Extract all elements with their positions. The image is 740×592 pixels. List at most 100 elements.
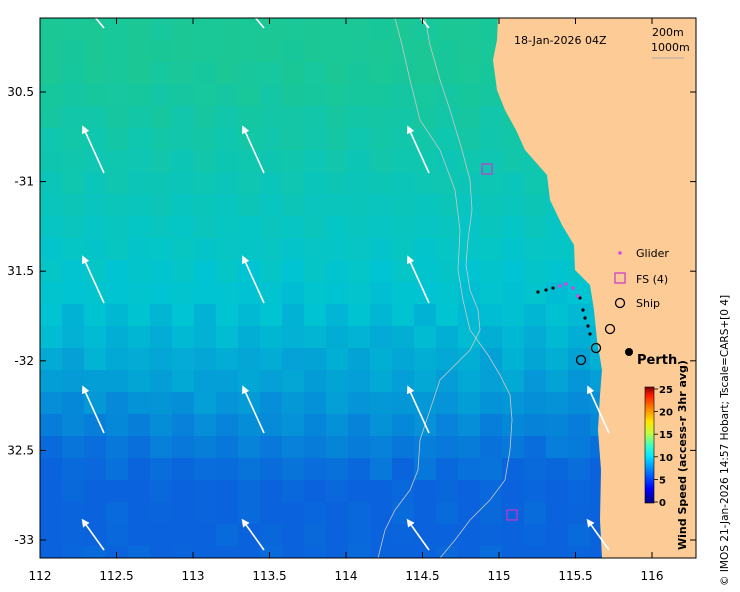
field-cell xyxy=(370,348,393,371)
field-cell xyxy=(282,216,305,239)
field-cell xyxy=(458,128,481,151)
field-cell xyxy=(282,414,305,437)
field-cell xyxy=(282,18,305,41)
field-cell xyxy=(568,524,591,547)
field-cell xyxy=(150,480,173,503)
field-cell xyxy=(392,546,415,558)
field-cell xyxy=(458,260,481,283)
field-cell xyxy=(282,458,305,481)
field-cell xyxy=(370,524,393,547)
field-cell xyxy=(194,458,217,481)
field-cell xyxy=(106,40,129,63)
field-cell xyxy=(216,524,239,547)
field-cell xyxy=(436,216,459,239)
field-cell xyxy=(216,216,239,239)
field-cell xyxy=(128,502,151,525)
field-cell xyxy=(524,436,547,459)
field-cell xyxy=(194,216,217,239)
field-cell xyxy=(436,392,459,415)
field-cell xyxy=(370,40,393,63)
field-cell xyxy=(40,370,63,393)
field-cell xyxy=(458,40,481,63)
field-cell xyxy=(348,348,371,371)
field-cell xyxy=(40,238,63,261)
field-cell xyxy=(414,370,437,393)
field-cell xyxy=(150,348,173,371)
field-cell xyxy=(524,370,547,393)
field-cell xyxy=(348,502,371,525)
field-cell xyxy=(150,326,173,349)
field-cell xyxy=(260,414,283,437)
field-cell xyxy=(260,18,283,41)
field-cell xyxy=(348,304,371,327)
glider-position xyxy=(588,332,592,336)
field-cell xyxy=(436,238,459,261)
field-cell xyxy=(502,370,525,393)
field-cell xyxy=(502,282,525,305)
field-cell xyxy=(392,128,415,151)
field-cell xyxy=(326,84,349,107)
field-cell xyxy=(414,458,437,481)
field-cell xyxy=(150,524,173,547)
field-cell xyxy=(348,370,371,393)
field-cell xyxy=(194,414,217,437)
field-cell xyxy=(568,326,591,349)
field-cell xyxy=(568,502,591,525)
field-cell xyxy=(40,84,63,107)
field-cell xyxy=(568,546,591,558)
field-cell xyxy=(172,326,195,349)
x-tick-label: 113 xyxy=(182,569,205,583)
field-cell xyxy=(502,502,525,525)
field-cell xyxy=(194,18,217,41)
field-cell xyxy=(84,106,107,129)
field-cell xyxy=(260,458,283,481)
field-cell xyxy=(392,282,415,305)
field-cell xyxy=(150,458,173,481)
field-cell xyxy=(62,502,85,525)
field-cell xyxy=(150,84,173,107)
field-cell xyxy=(458,370,481,393)
field-cell xyxy=(238,414,261,437)
field-cell xyxy=(414,172,437,195)
colorbar-title: Wind Speed (access-r 3hr avg) xyxy=(676,360,689,550)
field-cell xyxy=(414,348,437,371)
field-cell xyxy=(304,392,327,415)
field-cell xyxy=(524,480,547,503)
field-cell xyxy=(304,436,327,459)
field-cell xyxy=(128,458,151,481)
field-cell xyxy=(436,194,459,217)
field-cell xyxy=(172,62,195,85)
field-cell xyxy=(348,18,371,41)
field-cell xyxy=(370,216,393,239)
field-cell xyxy=(282,348,305,371)
field-cell xyxy=(172,546,195,558)
field-cell xyxy=(392,106,415,129)
field-cell xyxy=(458,480,481,503)
field-cell xyxy=(150,282,173,305)
field-cell xyxy=(392,172,415,195)
field-cell xyxy=(238,304,261,327)
field-cell xyxy=(194,40,217,63)
field-cell xyxy=(62,480,85,503)
field-cell xyxy=(370,18,393,41)
field-cell xyxy=(238,326,261,349)
field-cell xyxy=(194,392,217,415)
field-cell xyxy=(40,348,63,371)
field-cell xyxy=(480,84,503,107)
field-cell xyxy=(194,172,217,195)
field-cell xyxy=(260,128,283,151)
field-cell xyxy=(128,392,151,415)
field-cell xyxy=(260,326,283,349)
field-cell xyxy=(546,260,569,283)
field-cell xyxy=(84,128,107,151)
field-cell xyxy=(282,260,305,283)
field-cell xyxy=(216,238,239,261)
field-cell xyxy=(370,194,393,217)
field-cell xyxy=(370,502,393,525)
field-cell xyxy=(282,172,305,195)
field-cell xyxy=(150,216,173,239)
plot-frame xyxy=(39,17,697,559)
field-cell xyxy=(524,458,547,481)
field-cell xyxy=(458,18,481,41)
